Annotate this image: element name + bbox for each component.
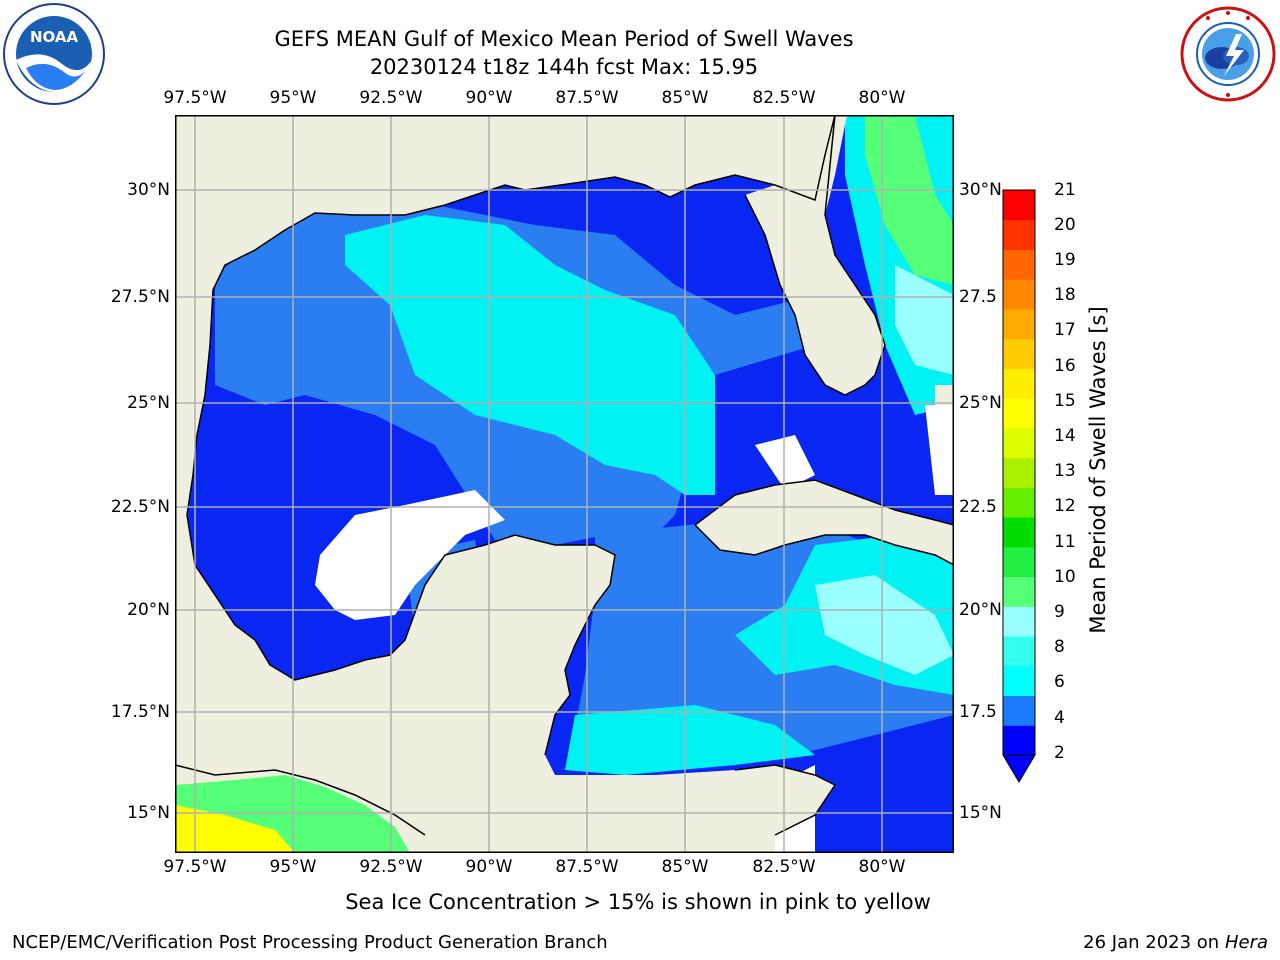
footer-date-text: 26 Jan 2023 on bbox=[1083, 932, 1220, 953]
colorbar-segment bbox=[1003, 279, 1035, 310]
lat-label-right: 30°N bbox=[959, 180, 1002, 200]
lon-label-top: 82.5°W bbox=[752, 88, 816, 108]
footer-date: 26 Jan 2023 on Hera bbox=[1083, 932, 1268, 953]
colorbar-segment bbox=[1003, 725, 1035, 756]
colorbar-extend-arrow bbox=[1002, 754, 1036, 783]
lat-label-left: 22.5°N bbox=[110, 497, 170, 517]
sea-ice-caption: Sea Ice Concentration > 15% is shown in … bbox=[345, 890, 931, 914]
colorbar-tick: 9 bbox=[1054, 602, 1065, 622]
colorbar-tick: 4 bbox=[1054, 708, 1065, 728]
colorbar-tick: 15 bbox=[1054, 391, 1076, 411]
lon-label-top: 80°W bbox=[858, 88, 906, 108]
lon-label-top: 92.5°W bbox=[359, 88, 423, 108]
lat-label-right: 15°N bbox=[959, 803, 1002, 823]
lon-label-bottom: 85°W bbox=[661, 857, 709, 877]
lat-label-left: 17.5°N bbox=[110, 702, 170, 722]
colorbar-segment bbox=[1003, 427, 1035, 459]
lat-label-left: 15°N bbox=[127, 803, 170, 823]
colorbar-segment bbox=[1003, 517, 1035, 548]
colorbar-segment bbox=[1003, 576, 1035, 607]
colorbar-segment bbox=[1003, 606, 1035, 637]
land-florida bbox=[745, 115, 885, 395]
colorbar-tick: 14 bbox=[1054, 426, 1076, 446]
lat-label-right: 17.5 bbox=[959, 702, 997, 722]
lat-label-left: 30°N bbox=[127, 180, 170, 200]
nws-logo bbox=[1178, 6, 1278, 102]
map-grid bbox=[175, 115, 954, 853]
colorbar-segment bbox=[1003, 457, 1035, 488]
svg-text:NOAA: NOAA bbox=[30, 28, 79, 46]
lat-label-left: 27.5°N bbox=[110, 287, 170, 307]
colorbar-tick: 6 bbox=[1054, 672, 1065, 692]
lon-label-top: 87.5°W bbox=[555, 88, 619, 108]
colorbar-segment bbox=[1003, 308, 1035, 340]
colorbar-tick: 13 bbox=[1054, 461, 1076, 481]
noaa-logo: NOAA bbox=[2, 2, 106, 106]
ocean-4-6s-field bbox=[345, 215, 715, 495]
colorbar-tick: 21 bbox=[1054, 180, 1076, 200]
colorbar-segment bbox=[1003, 190, 1035, 221]
colorbar-tick: 16 bbox=[1054, 356, 1076, 376]
gulf-of-mexico-map bbox=[175, 115, 954, 853]
lon-label-bottom: 97.5°W bbox=[163, 857, 227, 877]
colorbar-segment bbox=[1003, 665, 1035, 697]
colorbar-tick: 11 bbox=[1054, 532, 1076, 552]
colorbar-tick: 2 bbox=[1054, 743, 1065, 763]
lat-label-right: 25°N bbox=[959, 393, 1002, 413]
lat-label-left: 25°N bbox=[127, 393, 170, 413]
lat-label-right: 27.5 bbox=[959, 287, 997, 307]
colorbar-tick: 8 bbox=[1054, 637, 1065, 657]
lat-label-right: 22.5 bbox=[959, 497, 997, 517]
lon-label-top: 97.5°W bbox=[163, 88, 227, 108]
colorbar-tick: 18 bbox=[1054, 285, 1076, 305]
lat-label-left: 20°N bbox=[127, 600, 170, 620]
colorbar-tick: 17 bbox=[1054, 320, 1076, 340]
lon-label-bottom: 95°W bbox=[269, 857, 317, 877]
lon-label-bottom: 87.5°W bbox=[555, 857, 619, 877]
footer-branch: NCEP/EMC/Verification Post Processing Pr… bbox=[12, 932, 608, 953]
colorbar-tick: 10 bbox=[1054, 567, 1076, 587]
lat-label-right: 20°N bbox=[959, 600, 1002, 620]
lon-label-bottom: 92.5°W bbox=[359, 857, 423, 877]
colorbar bbox=[1002, 188, 1036, 784]
chart-title: GEFS MEAN Gulf of Mexico Mean Period of … bbox=[274, 27, 854, 51]
chart-subtitle: 20230124 t18z 144h fcst Max: 15.95 bbox=[369, 55, 759, 79]
lon-label-bottom: 90°W bbox=[465, 857, 513, 877]
lon-label-top: 85°W bbox=[661, 88, 709, 108]
colorbar-segment bbox=[1003, 398, 1035, 429]
colorbar-segment bbox=[1003, 338, 1035, 369]
colorbar-segment bbox=[1003, 546, 1035, 578]
colorbar-segment bbox=[1003, 249, 1035, 280]
colorbar-tick: 19 bbox=[1054, 250, 1076, 270]
lon-label-top: 90°W bbox=[465, 88, 513, 108]
colorbar-tick: 12 bbox=[1054, 496, 1076, 516]
colorbar-segment bbox=[1003, 695, 1035, 726]
lon-label-top: 95°W bbox=[269, 88, 317, 108]
colorbar-tick: 20 bbox=[1054, 215, 1076, 235]
footer-host: Hera bbox=[1224, 932, 1268, 953]
colorbar-segment bbox=[1003, 219, 1035, 250]
colorbar-segment bbox=[1003, 368, 1035, 399]
land-cuba bbox=[695, 480, 954, 565]
colorbar-segment bbox=[1003, 636, 1035, 667]
colorbar-segment bbox=[1003, 487, 1035, 518]
lon-label-bottom: 80°W bbox=[858, 857, 906, 877]
colorbar-label: Mean Period of Swell Waves [s] bbox=[1086, 306, 1110, 634]
lon-label-bottom: 82.5°W bbox=[752, 857, 816, 877]
